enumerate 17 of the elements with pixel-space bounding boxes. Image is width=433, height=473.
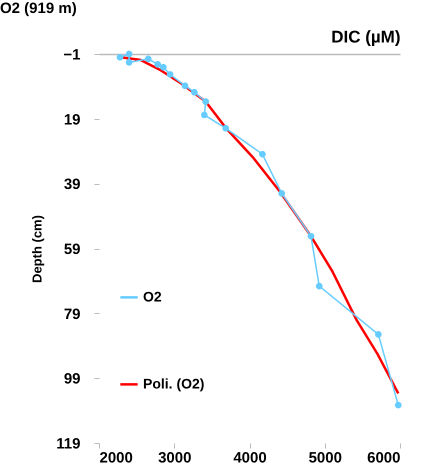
legend-label: O2: [143, 288, 162, 304]
y-axis-title: Depth (cm): [29, 215, 44, 283]
y-tick-label: −1: [63, 46, 80, 64]
y-tick-label: 59: [64, 241, 80, 258]
legend-label: Poli. (O2): [143, 375, 204, 392]
y-tick-label: 19: [64, 111, 80, 128]
chart-title: O2 (919 m): [0, 0, 77, 17]
y-tick-label: 119: [56, 436, 80, 452]
x-tick-label: 3000: [158, 450, 192, 466]
x-tick-label: 6000: [367, 450, 400, 466]
x-tick-label: 2000: [100, 450, 133, 466]
y-tick-label: 79: [64, 306, 80, 323]
x-tick-label: 5000: [308, 450, 342, 466]
x-tick-label: 4000: [233, 450, 267, 466]
x-axis-title: DIC (µM): [331, 28, 400, 46]
y-tick-label: 39: [64, 176, 80, 194]
y-tick-label: 99: [64, 370, 80, 388]
